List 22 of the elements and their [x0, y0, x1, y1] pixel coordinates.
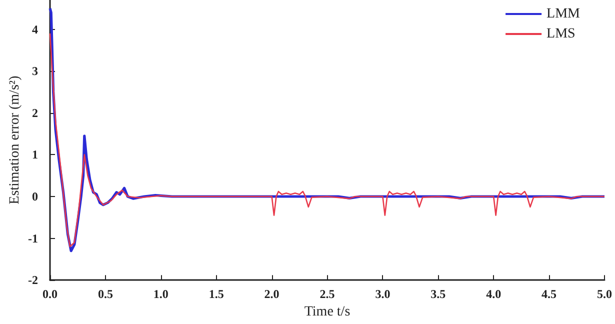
y-tick-label: 3 [32, 64, 38, 78]
x-tick-label: 0.0 [42, 287, 58, 302]
x-tick-label: 2.0 [264, 287, 280, 302]
x-tick-label: 1.0 [153, 287, 168, 302]
y-tick-label: 0 [32, 189, 38, 204]
legend-label: LMS [546, 26, 576, 42]
x-tick-label: 2.5 [320, 287, 335, 302]
x-tick-label: 3.5 [430, 287, 446, 302]
x-tick-label: 5.0 [597, 287, 612, 302]
x-tick-label: 1.5 [208, 287, 224, 302]
x-tick-label: 4.5 [542, 287, 557, 302]
y-tick-label: -2 [28, 273, 38, 288]
x-tick-label: 3.0 [375, 287, 390, 302]
y-tick-label: 2 [32, 106, 38, 120]
y-tick-label: 4 [32, 22, 38, 36]
legend-label: LMM [546, 6, 581, 22]
x-tick-label: 4.0 [486, 287, 502, 302]
x-tick-label: 0.5 [98, 287, 113, 302]
y-tick-label: -1 [28, 231, 38, 246]
y-tick-label: 1 [32, 148, 38, 162]
y-axis-title: Estimation error (m/s²) [8, 75, 22, 204]
x-axis-title: Time t/s [304, 304, 350, 320]
